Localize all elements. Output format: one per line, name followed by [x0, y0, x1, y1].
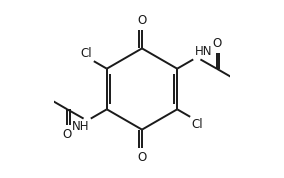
Text: Cl: Cl	[192, 118, 203, 131]
Text: O: O	[212, 38, 222, 51]
Text: O: O	[62, 127, 72, 140]
Text: NH: NH	[71, 120, 89, 133]
Text: HN: HN	[195, 45, 213, 58]
Text: Cl: Cl	[81, 47, 92, 60]
Text: O: O	[137, 14, 147, 27]
Text: O: O	[137, 151, 147, 164]
